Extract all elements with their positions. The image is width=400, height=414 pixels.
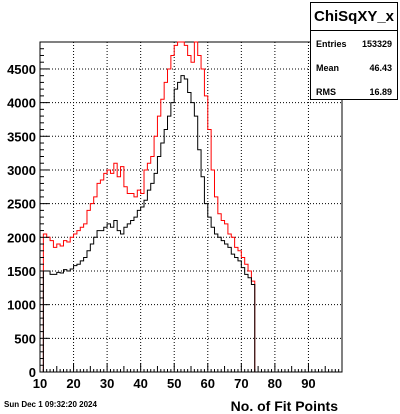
datestamp: Sun Dec 1 09:32:20 2024: [4, 400, 97, 409]
x-tick-label: 40: [133, 376, 147, 391]
x-tick-label: 20: [66, 376, 80, 391]
x-tick-label: 10: [33, 376, 47, 391]
x-tick-label: 70: [234, 376, 248, 391]
x-tick-label: 30: [100, 376, 114, 391]
stats-box: ChiSqXY_x Entries 153329 Mean 46.43 RMS …: [310, 2, 398, 100]
stats-row-entries: Entries 153329: [316, 39, 392, 53]
y-tick-label: 3000: [7, 163, 36, 178]
y-tick-label: 2500: [7, 197, 36, 212]
y-tick-label: 500: [14, 331, 36, 346]
stats-title: ChiSqXY_x: [311, 3, 397, 31]
y-tick-label: 3500: [7, 129, 36, 144]
axes: 10 20 30 40 50 60 70 80 90 0 500 1000 1500 2000 2500 30…: [7, 41, 343, 391]
stats-value: 46.43: [369, 63, 392, 73]
stats-row-rms: RMS 16.89: [316, 87, 392, 101]
series-line-0: [40, 41, 259, 373]
y-tick-label: 0: [29, 365, 36, 380]
grid-lines: [40, 42, 342, 372]
stats-row-mean: Mean 46.43: [316, 63, 392, 77]
plot-frame: [39, 41, 343, 373]
y-tick-label: 1000: [7, 298, 36, 313]
stats-key: RMS: [316, 87, 336, 97]
y-tick-label: 4000: [7, 96, 36, 111]
y-tick-label: 4500: [7, 62, 36, 77]
x-tick-label: 50: [167, 376, 181, 391]
x-tick-label: 80: [268, 376, 282, 391]
x-axis-label: No. of Fit Points: [231, 398, 339, 414]
y-tick-label: 2000: [7, 230, 36, 245]
stats-key: Mean: [316, 63, 340, 73]
series-group: [40, 41, 259, 373]
x-tick-label: 60: [201, 376, 215, 391]
x-tick-label: 90: [301, 376, 315, 391]
y-tick-label: 1500: [7, 264, 36, 279]
stats-value: 16.89: [369, 87, 392, 97]
series-line-1: [40, 75, 259, 373]
stats-value: 153329: [361, 39, 392, 49]
stats-key: Entries: [316, 39, 347, 49]
